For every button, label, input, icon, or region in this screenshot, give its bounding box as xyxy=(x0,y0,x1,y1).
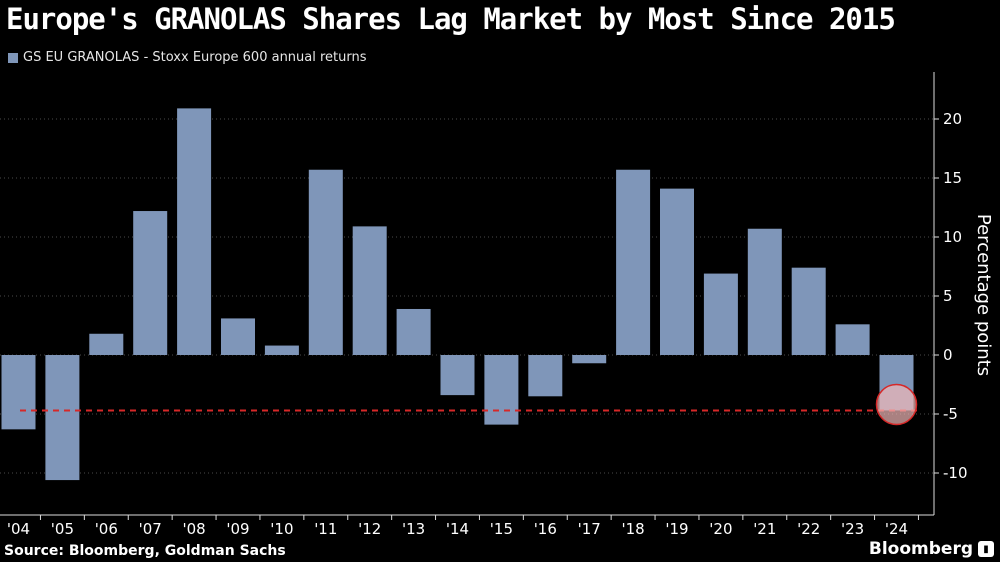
x-tick-label: '10 xyxy=(270,520,293,538)
x-tick-label: '23 xyxy=(841,520,864,538)
x-tick-label: '22 xyxy=(797,520,820,538)
x-tick-label: '16 xyxy=(534,520,557,538)
bar xyxy=(660,188,694,355)
x-tick-label: '21 xyxy=(753,520,776,538)
x-tick-label: '09 xyxy=(226,520,249,538)
x-tick-label: '18 xyxy=(621,520,644,538)
legend-swatch xyxy=(8,52,18,63)
x-tick-label: '08 xyxy=(182,520,205,538)
bar xyxy=(791,267,826,355)
x-tick-label: '24 xyxy=(885,520,908,538)
x-tick-label: '05 xyxy=(51,520,74,538)
y-tick-label: 20 xyxy=(943,110,962,128)
y-tick-label: 15 xyxy=(943,169,962,187)
bar xyxy=(177,108,212,355)
bar xyxy=(528,355,563,397)
bar xyxy=(440,355,475,396)
y-tick-label: 0 xyxy=(943,346,953,364)
x-tick-label: '20 xyxy=(709,520,732,538)
source-note: Source: Bloomberg, Goldman Sachs xyxy=(4,543,286,559)
x-tick-label: '15 xyxy=(490,520,513,538)
bar xyxy=(89,333,124,355)
bar xyxy=(747,228,782,355)
y-tick-label: 5 xyxy=(943,287,953,305)
bar xyxy=(396,308,431,355)
legend: GS EU GRANOLAS - Stoxx Europe 600 annual… xyxy=(8,50,367,65)
bar xyxy=(221,318,255,355)
bar xyxy=(308,169,343,355)
x-tick-label: '07 xyxy=(139,520,162,538)
bloomberg-logo: Bloomberg ▮ xyxy=(869,539,994,559)
bar xyxy=(572,355,607,364)
highlight-circle xyxy=(875,383,918,426)
x-tick-label: '19 xyxy=(665,520,688,538)
bar xyxy=(703,273,738,355)
bar xyxy=(352,226,387,355)
bar xyxy=(264,345,299,355)
bar xyxy=(1,355,36,430)
y-tick-label: -5 xyxy=(943,405,958,423)
bar xyxy=(616,169,651,355)
bar xyxy=(835,324,870,355)
chart-title: Europe's GRANOLAS Shares Lag Market by M… xyxy=(6,2,896,36)
y-axis-title: Percentage points xyxy=(973,214,994,376)
y-tick-label: 10 xyxy=(943,228,962,246)
x-tick-label: '14 xyxy=(446,520,469,538)
x-tick-label: '06 xyxy=(95,520,118,538)
y-tick-label: -10 xyxy=(943,464,968,482)
x-tick-label: '11 xyxy=(314,520,337,538)
brand-label: Bloomberg xyxy=(868,539,973,559)
x-tick-label: '17 xyxy=(578,520,601,538)
x-tick-label: '12 xyxy=(358,520,381,538)
x-tick-label: '04 xyxy=(7,520,30,538)
bar-chart-icon: ▮ xyxy=(978,541,994,557)
x-tick-label: '13 xyxy=(402,520,425,538)
legend-label: GS EU GRANOLAS - Stoxx Europe 600 annual… xyxy=(23,50,367,65)
bar xyxy=(484,355,519,425)
bar xyxy=(45,355,80,481)
bar xyxy=(133,211,168,355)
